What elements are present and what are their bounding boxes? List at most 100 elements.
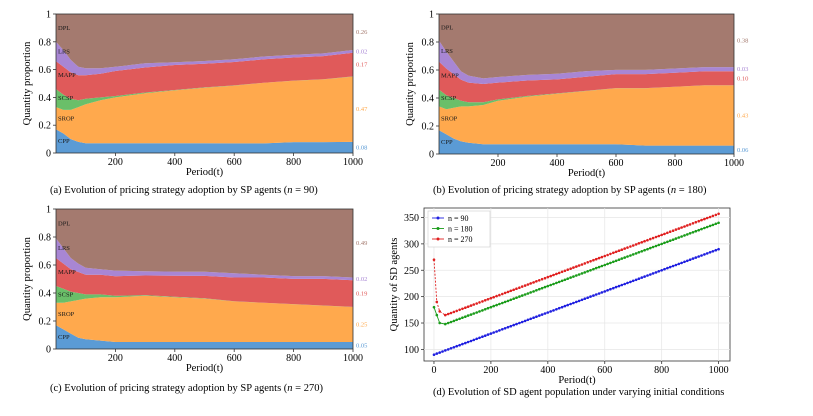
data-point	[560, 279, 564, 283]
plot-frame	[438, 13, 735, 155]
data-point	[631, 253, 635, 256]
data-point	[489, 296, 493, 300]
data-point	[555, 281, 558, 285]
y-tick-label: 0.8	[422, 38, 435, 49]
data-point	[557, 271, 561, 275]
data-point	[566, 268, 569, 272]
data-point	[575, 274, 578, 277]
x-tick-label: 200	[108, 353, 123, 364]
y-tick-label: 200	[404, 292, 419, 303]
series-label: DPL	[58, 25, 70, 32]
data-point	[472, 338, 476, 342]
data-point	[620, 257, 624, 260]
data-point	[697, 228, 700, 232]
data-point	[680, 261, 683, 265]
data-point	[686, 259, 689, 263]
data-point	[703, 253, 706, 256]
data-point	[555, 272, 558, 276]
area-lrs	[56, 41, 353, 76]
end-value-label: 0.02	[356, 276, 367, 283]
data-point	[623, 247, 626, 250]
series-label: LRS	[441, 48, 453, 55]
data-point	[623, 256, 626, 259]
data-point	[469, 304, 473, 307]
series-label: MAPP	[58, 269, 76, 276]
data-point	[594, 257, 598, 261]
data-point	[523, 293, 527, 296]
y-tick-label: 0.8	[39, 37, 52, 48]
area-cpp	[439, 130, 734, 154]
data-point	[711, 214, 715, 218]
data-point	[520, 294, 524, 297]
area-mapp	[56, 258, 353, 307]
data-point	[583, 271, 587, 274]
data-point	[631, 244, 635, 247]
data-point	[626, 281, 629, 285]
data-point	[674, 263, 678, 267]
data-point	[717, 221, 720, 225]
legend-entry: n = 90	[448, 214, 469, 223]
data-point	[498, 329, 501, 332]
data-point	[705, 216, 709, 220]
data-point	[643, 248, 646, 252]
data-point	[535, 280, 538, 283]
data-point	[597, 256, 601, 260]
data-point	[569, 276, 572, 279]
data-point	[674, 237, 678, 240]
data-point	[509, 289, 513, 293]
data-point	[435, 352, 439, 355]
data-point	[683, 234, 686, 237]
data-point	[501, 292, 504, 296]
data-point	[688, 223, 692, 226]
data-point	[449, 311, 453, 315]
data-point	[501, 301, 504, 305]
data-point	[461, 316, 464, 320]
data-point	[518, 295, 521, 298]
data-point	[495, 294, 498, 298]
data-point	[546, 275, 550, 279]
series-label: SCSP	[58, 95, 74, 102]
panel-a-chart: CPP SROP SCSP MAPP LRS DPL 0.08 0.47 0.17 0.02 0.2…	[22, 10, 368, 179]
data-point	[575, 300, 578, 304]
data-point	[620, 283, 624, 287]
data-point	[546, 284, 550, 288]
area-dpl	[439, 14, 734, 79]
y-tick-label: 1	[46, 205, 51, 216]
y-tick-label: 0.4	[39, 289, 52, 300]
y-tick-label: 0.2	[39, 121, 52, 132]
data-point	[663, 241, 666, 245]
x-tick-label: 800	[286, 157, 301, 168]
caption-a: (a) Evolution of pricing strategy adopti…	[50, 185, 318, 196]
data-point	[646, 274, 649, 277]
data-point	[478, 310, 481, 313]
data-point	[466, 340, 470, 344]
x-tick-label: 600	[227, 157, 242, 168]
data-point	[671, 229, 675, 232]
data-point	[481, 335, 484, 339]
data-point	[464, 315, 467, 319]
data-point	[600, 291, 604, 294]
data-point	[552, 309, 555, 312]
data-point	[597, 292, 601, 295]
panel-c-chart: CPP SROP SCSP MAPP LRS DPL 0.05 0.25 0.19 0.02 0.4…	[22, 205, 367, 375]
x-tick-label: 800	[286, 353, 301, 364]
caption-b: (b) Evolution of pricing strategy adopti…	[433, 185, 707, 196]
legend-marker	[436, 216, 440, 220]
data-point	[469, 313, 473, 316]
data-point	[444, 313, 447, 317]
data-point	[677, 227, 681, 230]
data-point	[503, 300, 507, 304]
data-point	[589, 260, 592, 263]
data-point	[623, 282, 626, 286]
data-point	[520, 285, 524, 288]
x-tick-label: 1000	[724, 158, 744, 169]
end-value-label: 0.08	[356, 144, 367, 151]
data-point	[432, 353, 436, 357]
data-point	[680, 226, 683, 229]
end-value-label: 0.19	[356, 291, 367, 298]
area-lrs	[439, 40, 734, 84]
data-point	[714, 213, 718, 217]
data-point	[492, 295, 496, 299]
